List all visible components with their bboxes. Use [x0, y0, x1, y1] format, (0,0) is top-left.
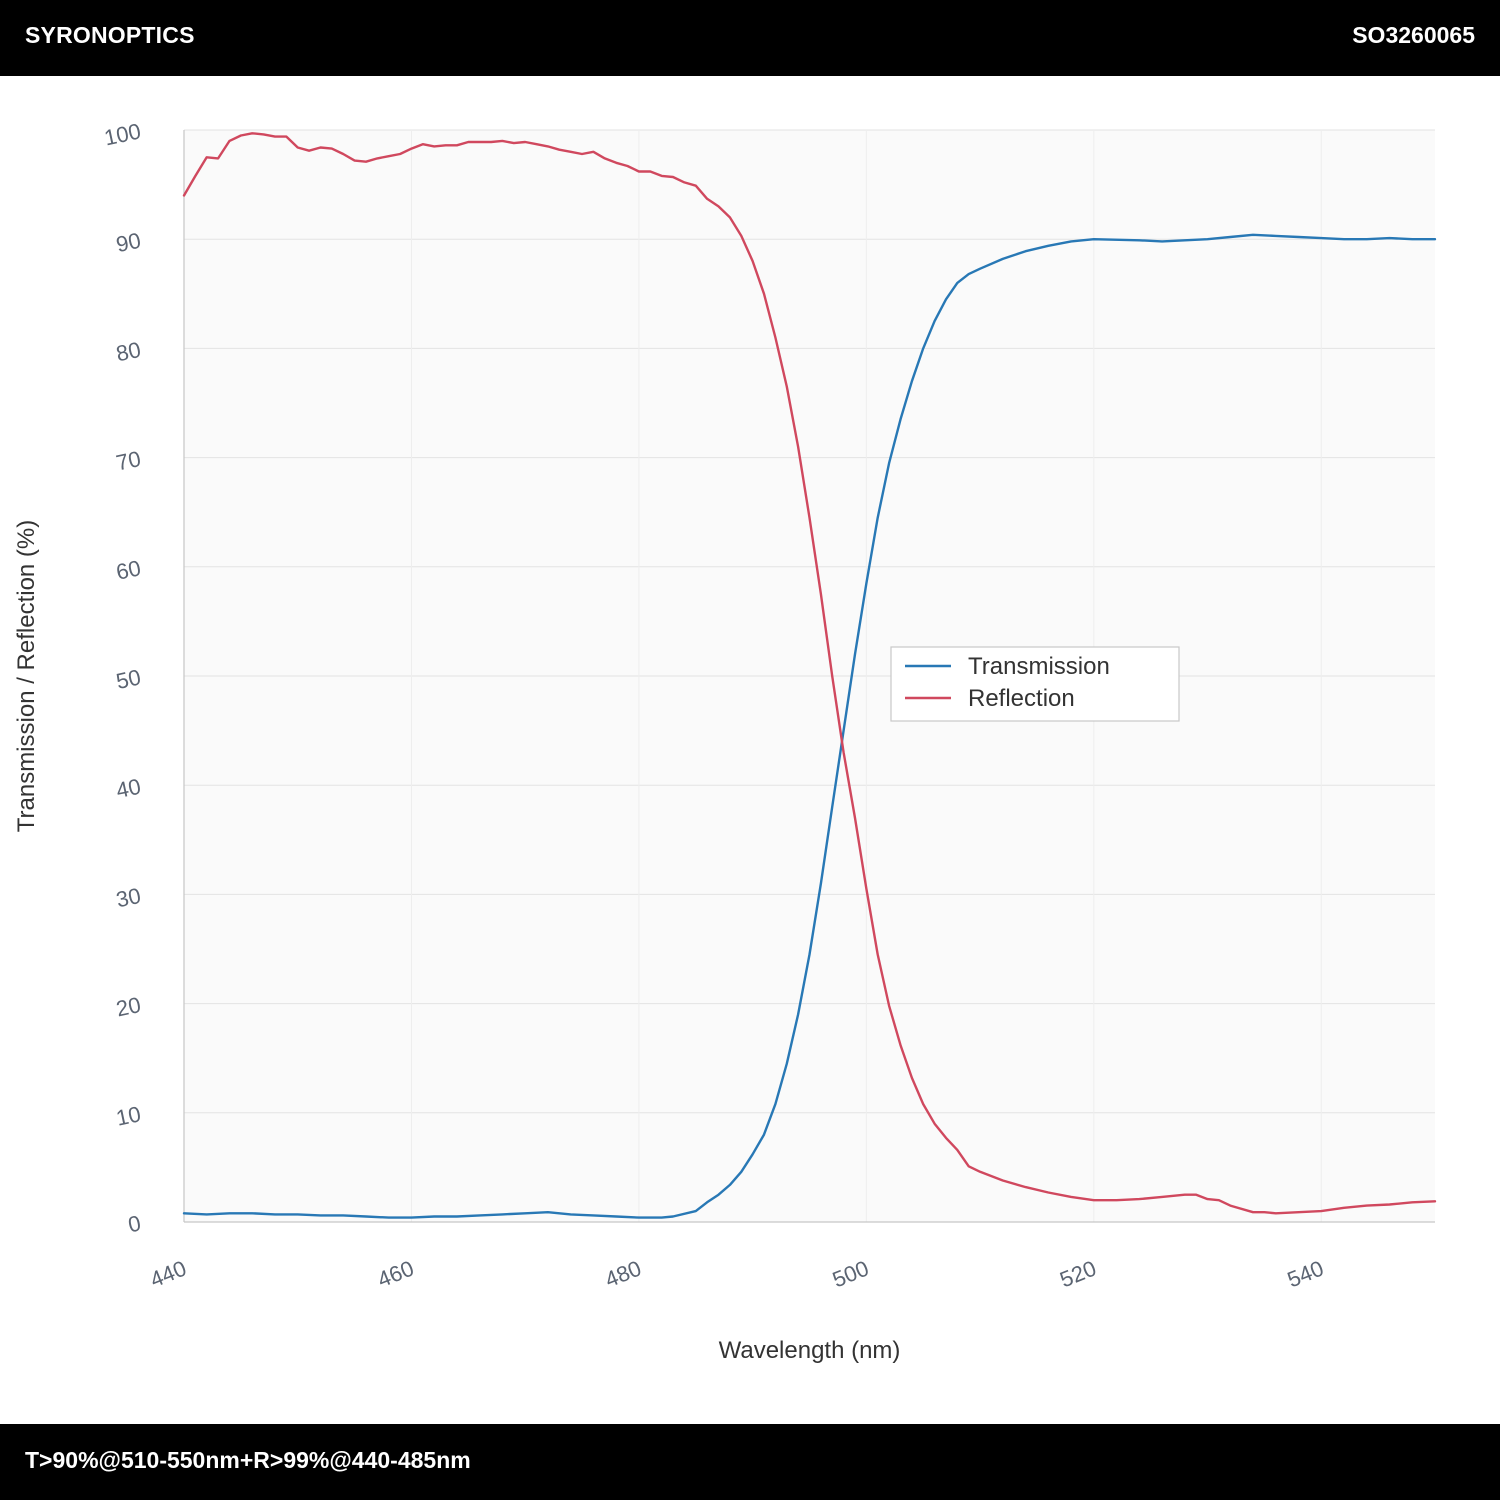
x-tick-label: 540 — [1284, 1255, 1327, 1292]
x-tick-label: 520 — [1056, 1255, 1099, 1292]
spec-text: T>90%@510-550nm+R>99%@440-485nm — [25, 1447, 471, 1473]
y-tick-label: 50 — [114, 664, 143, 694]
x-axis-title: Wavelength (nm) — [719, 1337, 901, 1364]
part-number: SO3260065 — [1352, 22, 1475, 48]
y-tick-label: 100 — [102, 118, 143, 150]
legend: Transmission Reflection — [890, 646, 1180, 722]
y-axis-title: Transmission / Reflection (%) — [13, 520, 40, 833]
footer-bar: T>90%@510-550nm+R>99%@440-485nm — [0, 1424, 1500, 1500]
x-tick-label: 440 — [146, 1255, 189, 1292]
x-tick-label: 480 — [601, 1255, 644, 1292]
x-tick-label: 500 — [829, 1255, 872, 1292]
x-tick-labels: 440 460 480 500 520 540 — [146, 1255, 1327, 1292]
y-tick-label: 20 — [114, 992, 143, 1022]
header-bar: SYRONOPTICS SO3260065 — [0, 0, 1500, 76]
y-tick-label: 40 — [114, 774, 143, 804]
y-tick-label: 70 — [114, 446, 143, 476]
y-tick-label: 30 — [114, 883, 143, 913]
series-lines — [182, 132, 1437, 1219]
spectral-chart: 440 460 480 500 520 540 0 10 20 30 40 50 60 70 80 90 10… — [13, 118, 1437, 1364]
y-tick-label: 90 — [114, 228, 143, 258]
axes — [183, 130, 1435, 1223]
x-tick-label: 460 — [374, 1255, 417, 1292]
legend-label-transmission: Transmission — [968, 653, 1110, 680]
y-tick-label: 0 — [126, 1210, 143, 1237]
brand-name: SYRONOPTICS — [25, 22, 195, 48]
grid-lines — [183, 129, 1435, 1223]
series-line-transmission — [182, 233, 1437, 1219]
series-line-reflection — [182, 132, 1437, 1215]
legend-label-reflection: Reflection — [968, 685, 1075, 712]
legend-box — [890, 646, 1180, 722]
y-tick-label: 60 — [114, 555, 143, 585]
y-tick-label: 80 — [114, 337, 143, 367]
y-tick-labels: 0 10 20 30 40 50 60 70 80 90 100 — [102, 118, 143, 1237]
y-tick-label: 10 — [114, 1101, 143, 1131]
